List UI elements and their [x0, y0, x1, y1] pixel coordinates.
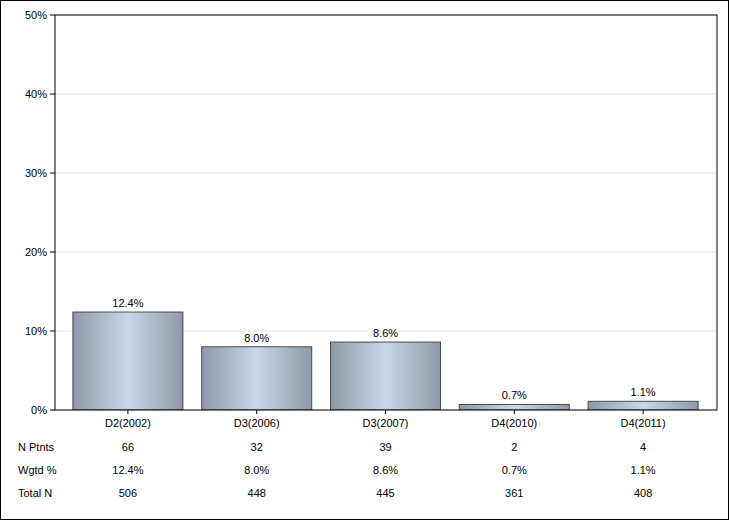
table-cell: 408 — [634, 487, 652, 499]
table-row-label: Total N — [18, 487, 52, 499]
table-cell: 12.4% — [112, 464, 143, 476]
table-cell: 66 — [122, 441, 134, 453]
x-tick-label: D4(2011) — [621, 417, 666, 429]
x-tick-label: D3(2006) — [234, 417, 280, 429]
y-tick-label: 0% — [31, 404, 47, 416]
grid-line — [55, 94, 717, 95]
y-tick-label: 30% — [25, 167, 47, 179]
x-tick — [514, 410, 515, 414]
image-border — [1, 1, 729, 520]
table-cell: 0.7% — [502, 464, 527, 476]
table-cell: 32 — [251, 441, 263, 453]
table-cell: 8.0% — [244, 464, 269, 476]
table-cell: 448 — [248, 487, 266, 499]
x-tick — [256, 410, 257, 414]
x-tick — [127, 410, 128, 414]
data-label: 8.0% — [244, 332, 269, 344]
bar — [459, 404, 569, 410]
x-tick-label: D3(2007) — [363, 417, 409, 429]
bars — [73, 312, 698, 410]
y-tick-label: 40% — [25, 88, 47, 100]
x-tick-label: D2(2002) — [105, 417, 151, 429]
x-tick-label: D4(2010) — [491, 417, 537, 429]
x-tick — [385, 410, 386, 414]
data-label: 12.4% — [112, 297, 143, 309]
data-label: 8.6% — [373, 327, 398, 339]
data-label: 0.7% — [502, 389, 527, 401]
table-cell: 2 — [511, 441, 517, 453]
y-tick — [50, 410, 55, 411]
grid-line — [55, 173, 717, 174]
bar — [588, 401, 698, 410]
y-tick — [50, 15, 55, 16]
plot-frame — [55, 15, 717, 410]
table-cell: 4 — [640, 441, 646, 453]
table-cell: 39 — [379, 441, 391, 453]
table-cell: 445 — [376, 487, 394, 499]
table-cell: 1.1% — [631, 464, 656, 476]
y-tick — [50, 94, 55, 95]
y-tick — [50, 331, 55, 332]
table-cell: 361 — [505, 487, 523, 499]
bar — [202, 347, 312, 410]
table-row-label: Wgtd % — [18, 464, 57, 476]
table-cell: 8.6% — [373, 464, 398, 476]
y-tick — [50, 173, 55, 174]
bar — [331, 342, 441, 410]
y-tick-label: 20% — [25, 246, 47, 258]
x-tick — [643, 410, 644, 414]
y-tick-label: 50% — [25, 9, 47, 21]
table-cell: 506 — [119, 487, 137, 499]
data-label: 1.1% — [631, 386, 656, 398]
chart: 0% 10% 20% 30% 40% 50% 12.4% 8.0% 8.6% 0.7% 1.1% D2… — [0, 0, 729, 520]
y-tick-label: 10% — [25, 325, 47, 337]
y-tick — [50, 252, 55, 253]
bar — [73, 312, 183, 410]
table-row-label: N Ptnts — [18, 441, 55, 453]
grid-line — [55, 252, 717, 253]
